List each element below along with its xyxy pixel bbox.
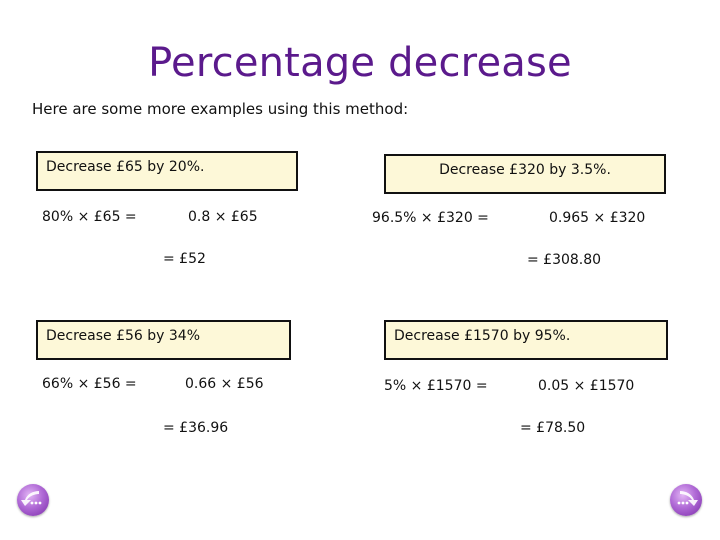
example-4-step2: 0.05 × £1570 [538,378,635,394]
page-title: Percentage decrease [148,40,572,86]
example-1-question-box: Decrease £65 by 20%. [36,151,298,191]
example-3-step2: 0.66 × £56 [185,376,264,392]
example-2-step2: 0.965 × £320 [549,210,646,226]
example-2-question-box: Decrease £320 by 3.5%. [384,154,666,194]
example-3-question-box: Decrease £56 by 34% [36,320,291,360]
example-4-question-box: Decrease £1570 by 95%. [384,320,668,360]
example-4-step1: 5% × £1570 = [384,378,488,394]
back-arrow-icon [21,491,42,506]
example-3-question: Decrease £56 by 34% [46,328,200,344]
example-4-result: = £78.50 [520,420,586,436]
example-3-step1: 66% × £56 = [42,376,137,392]
example-4-question: Decrease £1570 by 95%. [394,328,571,344]
example-1-result: = £52 [163,251,206,267]
example-1-step1: 80% × £65 = [42,209,137,225]
example-2-result: = £308.80 [527,252,602,268]
example-2-step1: 96.5% × £320 = [372,210,489,226]
example-1-step2: 0.8 × £65 [188,209,258,225]
next-slide-button[interactable] [670,484,702,516]
forward-arrow-icon [677,491,698,506]
example-2-question: Decrease £320 by 3.5%. [439,162,611,178]
previous-slide-button[interactable] [17,484,49,516]
example-3-result: = £36.96 [163,420,229,436]
example-1-question: Decrease £65 by 20%. [46,159,205,175]
intro-text: Here are some more examples using this m… [32,100,409,118]
